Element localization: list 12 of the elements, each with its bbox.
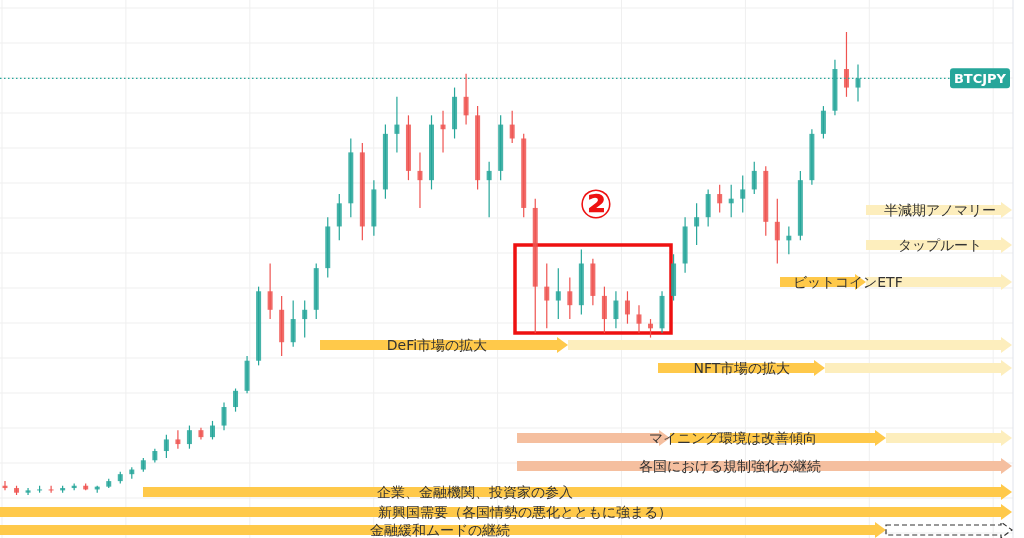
annotation: 企業、金融機関、投資家の参入 [377, 484, 573, 500]
ref-line-label: BTCJPY [953, 71, 1007, 87]
annotation: NFT市場の拡大 [693, 360, 791, 376]
annotation: ② [579, 181, 613, 227]
text: タップルート [898, 237, 982, 253]
text: 新興国需要（各国情勢の悪化とともに強まる） [378, 504, 672, 520]
annotation: ビットコインETF [793, 274, 903, 290]
annotation: マイニング環境は改善傾向 [649, 430, 817, 446]
annotation: 各国における規制強化が継続 [639, 458, 821, 474]
text: 半減期アノマリー [884, 202, 996, 218]
text: 金融緩和ムードの継続 [370, 522, 510, 538]
annotation: DeFi市場の拡大 [386, 337, 488, 353]
